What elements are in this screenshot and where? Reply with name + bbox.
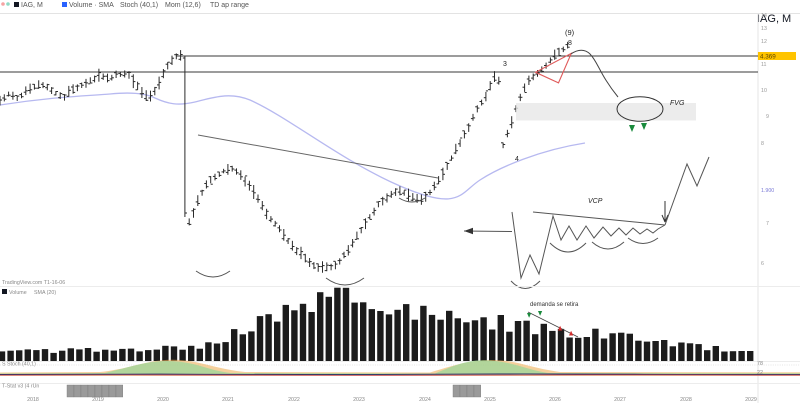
svg-text:2018: 2018 [27, 397, 39, 403]
svg-text:2021: 2021 [222, 397, 234, 403]
svg-text:2022: 2022 [288, 397, 300, 403]
svg-text:2023: 2023 [353, 397, 365, 403]
svg-text:2024: 2024 [419, 397, 431, 403]
svg-text:2019: 2019 [92, 397, 104, 403]
svg-text:2026: 2026 [549, 397, 561, 403]
svg-text:2025: 2025 [484, 397, 496, 403]
svg-text:2020: 2020 [157, 397, 169, 403]
svg-text:T-Stat v3 (4 rUn: T-Stat v3 (4 rUn [2, 384, 39, 390]
svg-text:2028: 2028 [680, 397, 692, 403]
svg-text:2029: 2029 [745, 397, 757, 403]
svg-text:2027: 2027 [614, 397, 626, 403]
